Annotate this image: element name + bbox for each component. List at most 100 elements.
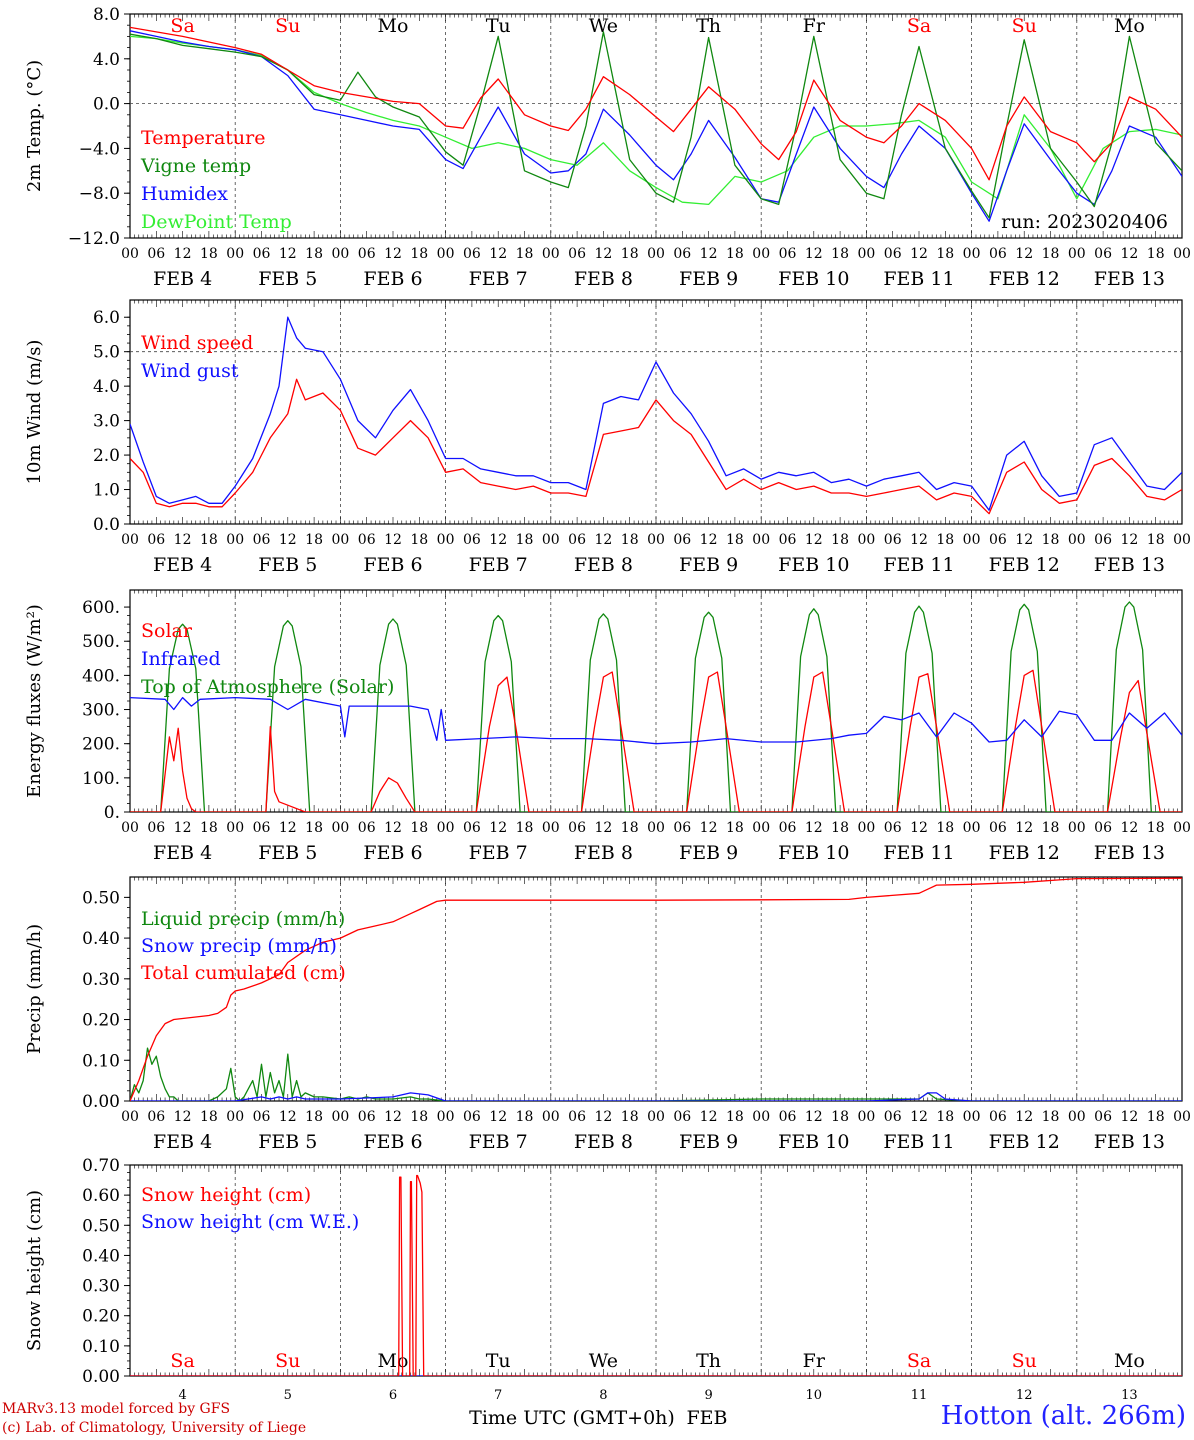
hour-label: 18 — [1147, 820, 1165, 836]
station-name: Hotton (alt. 266m) — [940, 1401, 1186, 1431]
hour-label: 06 — [463, 246, 481, 262]
series-line-blue — [130, 30, 1182, 222]
hour-label: 12 — [384, 246, 402, 262]
hour-label: 18 — [200, 1109, 218, 1125]
hour-label: 00 — [331, 532, 349, 548]
hour-label: 18 — [1042, 246, 1060, 262]
hour-label: 18 — [936, 820, 954, 836]
hour-label: 06 — [253, 246, 271, 262]
date-label: FEB 7 — [469, 268, 528, 290]
date-label: FEB 6 — [363, 268, 422, 290]
hour-label: 00 — [542, 820, 560, 836]
hour-label: 06 — [989, 246, 1007, 262]
hour-label: 12 — [1120, 246, 1138, 262]
y-axis-title: Energy fluxes (W/m²) — [24, 604, 45, 798]
hour-label: 12 — [594, 1109, 612, 1125]
hour-label: 00 — [121, 1109, 139, 1125]
hour-label: 18 — [726, 246, 744, 262]
weekday-label: Th — [696, 15, 721, 37]
legend-entry: Wind speed — [141, 332, 253, 354]
hour-label: 12 — [279, 1109, 297, 1125]
legend-entry: Liquid precip (mm/h) — [141, 908, 345, 930]
legend-entry: Wind gust — [141, 360, 239, 382]
y-axis-title: Snow height (cm) — [24, 1190, 45, 1351]
hour-label: 06 — [253, 532, 271, 548]
date-number-label: 5 — [284, 1388, 292, 1403]
weekday-label: Tu — [486, 1350, 511, 1372]
hour-label: 12 — [700, 1109, 718, 1125]
weekday-label: Mo — [1114, 15, 1145, 37]
hour-label: 18 — [621, 532, 639, 548]
hour-label: 00 — [647, 1109, 665, 1125]
legend-entry: Solar — [141, 620, 193, 642]
date-label: FEB 4 — [153, 842, 212, 864]
date-label: FEB 11 — [883, 842, 954, 864]
hour-label: 00 — [963, 1109, 981, 1125]
hour-label: 18 — [410, 246, 428, 262]
date-label: FEB 10 — [778, 842, 849, 864]
weekday-label: Tu — [486, 15, 511, 37]
date-label: FEB 10 — [778, 268, 849, 290]
series-line-red — [130, 877, 1182, 1101]
date-number-label: 9 — [704, 1388, 712, 1403]
date-label: FEB 5 — [258, 842, 317, 864]
y-tick-label: 0.20 — [82, 1011, 120, 1031]
hour-label: 12 — [174, 820, 192, 836]
y-tick-label: 8.0 — [93, 5, 120, 25]
hour-label: 06 — [989, 532, 1007, 548]
y-tick-label: 0.10 — [82, 1051, 120, 1071]
hour-label: 00 — [752, 246, 770, 262]
hour-label: 06 — [884, 246, 902, 262]
date-label: FEB 6 — [363, 842, 422, 864]
date-number-label: 11 — [911, 1388, 928, 1403]
series-line-red — [130, 26, 1182, 181]
date-label: FEB 12 — [989, 1131, 1060, 1153]
hour-label: 00 — [1068, 820, 1086, 836]
hour-label: 18 — [621, 820, 639, 836]
hour-label: 12 — [1120, 1109, 1138, 1125]
date-label: FEB 6 — [363, 1131, 422, 1153]
hour-label: 00 — [647, 532, 665, 548]
weekday-label: Fr — [803, 1350, 826, 1372]
date-label: FEB 7 — [469, 842, 528, 864]
hour-label: 18 — [200, 246, 218, 262]
hour-label: 00 — [1173, 246, 1191, 262]
hour-label: 00 — [542, 246, 560, 262]
hour-label: 18 — [1042, 820, 1060, 836]
hour-label: 12 — [1015, 820, 1033, 836]
weekday-label: Su — [1012, 15, 1037, 37]
hour-label: 06 — [1094, 532, 1112, 548]
hour-label: 18 — [516, 532, 534, 548]
y-tick-label: −4.0 — [79, 139, 120, 159]
y-tick-label: 6.0 — [93, 308, 120, 328]
y-tick-label: 0.0 — [93, 515, 120, 535]
date-label: FEB 9 — [679, 268, 738, 290]
hour-label: 06 — [779, 246, 797, 262]
y-tick-label: 0.50 — [82, 1216, 120, 1236]
chart-panel-2: 6.0 5.0 4.0 3.0 2.0 1.0 0.0 10m Wind (m/s) 00 06 1… — [24, 299, 1191, 576]
y-tick-label: 0.00 — [82, 1367, 120, 1387]
hour-label: 18 — [1147, 532, 1165, 548]
hour-label: 06 — [253, 820, 271, 836]
y-tick-label: 0.40 — [82, 929, 120, 949]
hour-label: 06 — [147, 246, 165, 262]
date-label: FEB 13 — [1094, 842, 1165, 864]
legend-entry: DewPoint Temp — [141, 211, 292, 233]
hour-label: 18 — [305, 820, 323, 836]
hour-label: 12 — [1015, 532, 1033, 548]
y-tick-label: 0. — [104, 803, 120, 823]
series-line-lightgreen — [130, 35, 1182, 206]
date-label: FEB 4 — [153, 268, 212, 290]
y-tick-label: −8.0 — [79, 184, 120, 204]
hour-label: 00 — [226, 532, 244, 548]
hour-label: 12 — [174, 1109, 192, 1125]
hour-label: 12 — [910, 532, 928, 548]
hour-label: 12 — [174, 246, 192, 262]
date-label: FEB 12 — [989, 268, 1060, 290]
hour-label: 18 — [831, 1109, 849, 1125]
hour-label: 18 — [936, 532, 954, 548]
y-tick-label: 0.40 — [82, 1246, 120, 1266]
hour-label: 00 — [437, 532, 455, 548]
weekday-label: Su — [275, 1350, 300, 1372]
date-label: FEB 8 — [574, 554, 633, 576]
